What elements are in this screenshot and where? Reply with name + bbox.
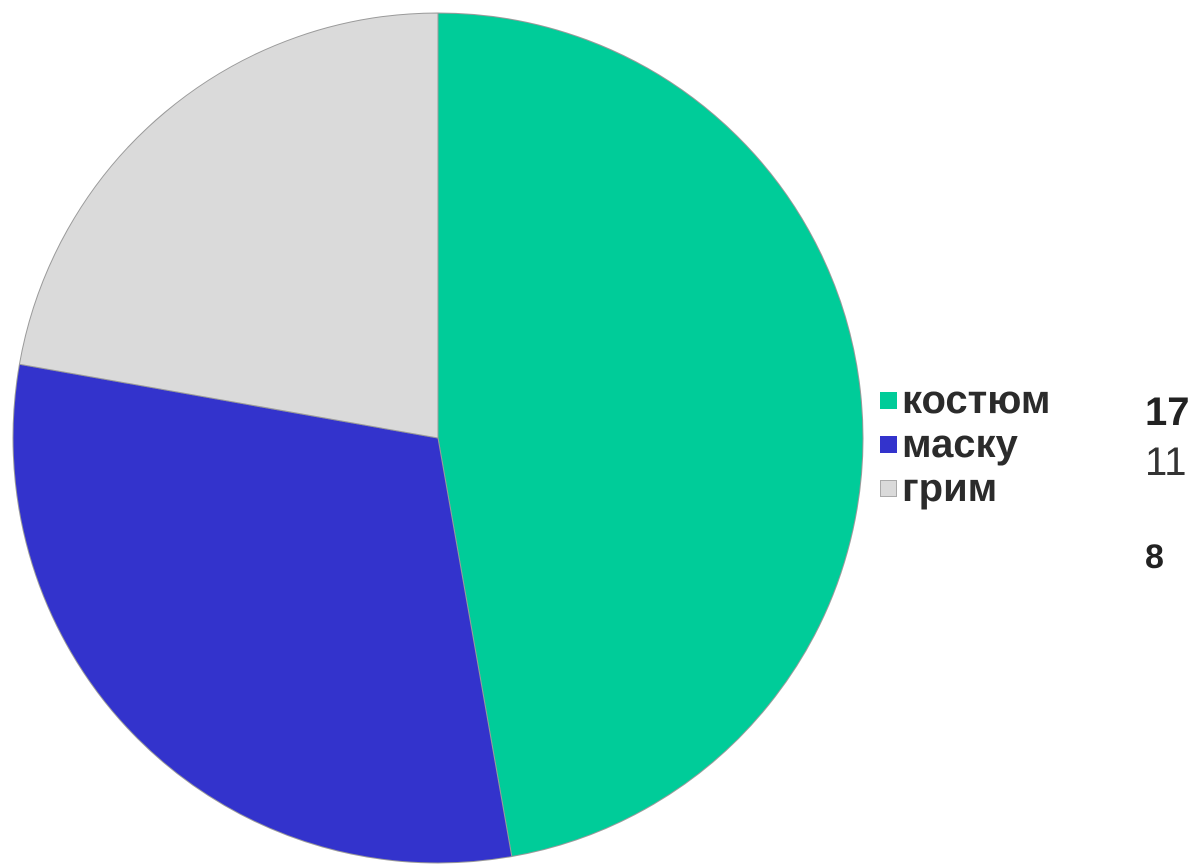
legend-item-masku: маску <box>880 422 1050 466</box>
legend-swatch-kostyum <box>880 391 897 409</box>
legend-item-grim: грим <box>880 466 1050 510</box>
slice-kostyum <box>437 12 864 858</box>
legend-label-grim: грим <box>902 466 998 510</box>
value-label-masku: 11 <box>1145 440 1187 484</box>
legend-label-kostyum: костюм <box>902 378 1051 422</box>
legend-swatch-masku <box>880 435 897 453</box>
slice-masku <box>12 363 513 864</box>
legend-item-kostyum: костюм <box>880 378 1050 422</box>
value-label-kostyum: 17 <box>1145 390 1190 434</box>
slice-grim <box>18 12 439 439</box>
value-label-grim: 8 <box>1145 538 1164 576</box>
legend: костюм маску грим <box>880 378 1050 510</box>
legend-swatch-grim <box>880 479 897 497</box>
legend-label-masku: маску <box>902 422 1018 466</box>
